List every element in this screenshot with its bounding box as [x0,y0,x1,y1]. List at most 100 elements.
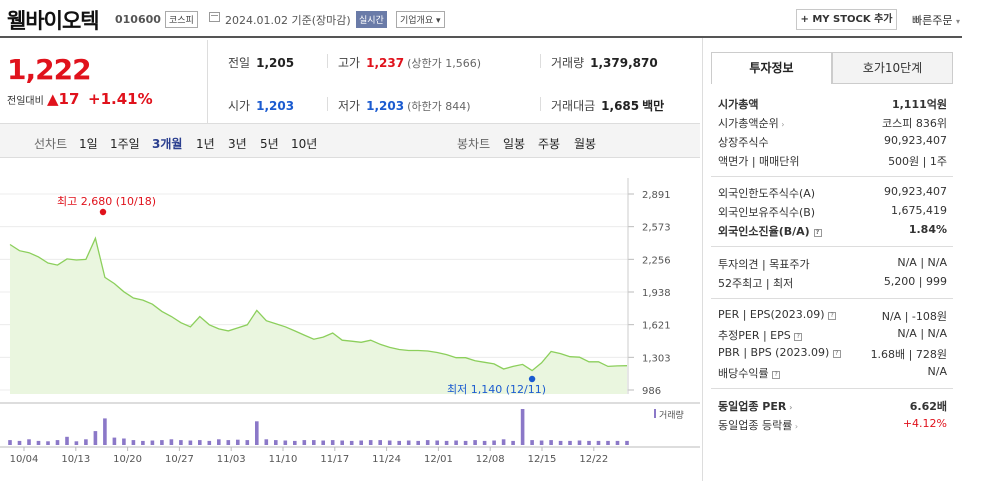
volume-bar [463,440,468,445]
investment-info-panel: 투자정보 호가10단계 시가총액 1,111억원 시가총액순위 › 코스피 836위… [702,38,962,481]
divider [711,246,953,247]
est-per-row: 추정PER | EPS ? N/A | N/A [718,327,947,342]
question-icon[interactable]: ? [832,350,841,358]
y-tick-label: 1,303 [642,353,671,364]
volume-bar [207,440,212,445]
question-icon[interactable]: ? [772,371,781,379]
trade-amount: 거래대금 1,685 백만 [551,99,665,113]
high-marker [99,208,107,216]
x-tick-label: 11/10 [269,454,298,465]
volume-bar [264,439,269,445]
volume-bar [444,440,449,445]
volume-bar [454,440,458,445]
price-chart[interactable]: 2,891 2,573 2,256 1,938 1,621 1,303 986 최고 2,6… [0,158,700,481]
volume-bar [501,439,506,445]
volume-bar [416,440,420,445]
volume-bar [150,440,155,445]
low-annotation: 최저 1,140 (12/11) [447,383,546,396]
volume-bar [131,440,136,445]
market-cap-row: 시가총액 1,111억원 [718,98,947,111]
volume-bar [179,440,183,445]
chart-period-bar: 선차트 1일 1주일 3개월 1년 3년 5년 10년 봉차트 일봉 주봉 월봉 [0,123,700,158]
volume-bar [558,440,563,445]
period-3m[interactable]: 3개월 [152,137,183,151]
price-line [9,236,628,372]
volume-bar [330,440,335,445]
volume-bar [577,440,582,445]
volume-bar [17,440,22,445]
company-overview-button[interactable]: 기업개요 ▾ [396,11,445,28]
add-mystock-button[interactable]: + MY STOCK 추가 [796,9,897,30]
price-box: 1,222 전일대비 ▲17 +1.41% [0,40,208,123]
volume-bar [160,440,164,445]
volume-bar [539,440,544,445]
week52-row: 52주최고 | 최저 5,200 | 999 [718,275,947,290]
volume-bar [406,440,411,445]
volume-bar [596,440,601,445]
sector-per-row[interactable]: 동일업종 PER › 6.62배 [718,400,947,413]
foreign-ratio-row: 외국인소진율(B/A) ? 1.84% [718,223,947,238]
quick-order-button[interactable]: 빠른주문 ▾ [912,12,960,28]
volume-bar [84,439,88,445]
prev-close: 전일 1,205 [228,56,295,70]
tab-order-book[interactable]: 호가10단계 [832,52,953,84]
realtime-button[interactable]: 실시간 [356,11,387,28]
y-tick-label: 1,621 [642,321,671,332]
volume-bar [349,440,354,445]
foreign-hold-row: 외국인보유주식수(B) 1,675,419 [718,204,947,219]
volume-bar [74,441,79,445]
sector-rate-row[interactable]: 동일업종 등락률 › +4.12% [718,417,947,432]
company-overview-label: 기업개요 [400,16,434,26]
market-cap-rank-row[interactable]: 시가총액순위 › 코스피 836위 [718,117,947,130]
period-1y[interactable]: 1년 [196,137,215,151]
volume-bar [625,440,629,445]
x-tick-label: 12/15 [528,454,557,465]
x-tick-label: 10/13 [61,454,90,465]
volume-bar [340,440,344,445]
stock-name: 웰바이오텍 [7,9,100,33]
period-10y[interactable]: 10년 [291,137,318,151]
volume-bar [359,440,363,445]
question-icon[interactable]: ? [794,333,803,341]
candle-daily[interactable]: 일봉 [503,137,526,151]
question-icon[interactable]: ? [828,312,837,320]
volume-bar [8,440,12,445]
volume-bar [27,439,31,445]
volume-bar [511,440,515,445]
y-tick-label: 2,256 [642,255,671,266]
base-date: 2024.01.02 기준(장마감) [225,14,351,27]
volume-bar [112,437,117,445]
period-1d[interactable]: 1일 [79,137,98,151]
question-icon[interactable]: ? [813,229,822,237]
volume-bar [55,440,60,445]
divider [327,97,328,111]
period-3y[interactable]: 3년 [228,137,247,151]
volume-bar [587,440,591,445]
chevron-right-icon: › [792,422,799,431]
volume-bar [368,440,373,445]
divider [540,97,541,111]
volume-bar [255,421,259,445]
high-annotation: 최고 2,680 (10/18) [57,195,156,208]
x-tick-label: 11/24 [372,454,401,465]
low-marker [528,375,536,383]
period-5y[interactable]: 5년 [260,137,279,151]
candle-weekly[interactable]: 주봉 [538,137,561,151]
volume-legend-swatch [654,409,656,418]
volume-bar [283,440,288,445]
per-row: PER | EPS(2023.09) ? N/A | -108원 [718,308,947,323]
volume-bar [169,439,174,445]
volume-bar [46,441,50,445]
candle-monthly[interactable]: 월봉 [574,137,597,151]
volume-bar [36,440,41,445]
tab-investment-info[interactable]: 투자정보 [711,52,832,84]
market-badge: 코스피 [165,11,198,28]
volume-bar [378,440,382,445]
volume-bar [606,440,610,445]
volume-bar [492,440,496,445]
volume-bar [435,440,439,445]
period-1w[interactable]: 1주일 [110,137,140,151]
x-tick-label: 11/17 [320,454,349,465]
volume-bar [549,440,553,445]
volume-bar [188,440,193,445]
